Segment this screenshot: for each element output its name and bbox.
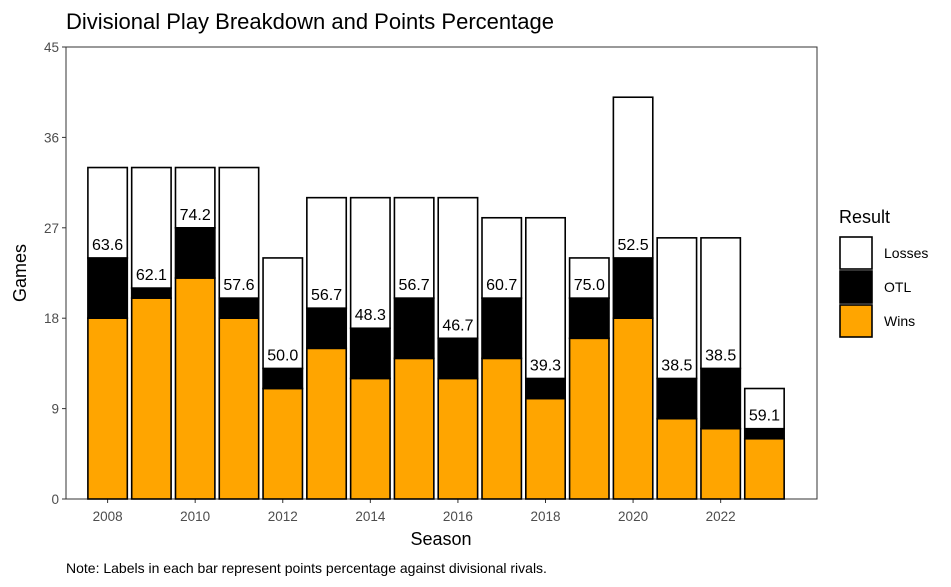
- points-pct-label-2011: 57.6: [223, 277, 254, 294]
- x-tick-label: 2014: [355, 509, 386, 524]
- points-pct-label-2023: 59.1: [749, 408, 780, 425]
- bar-wins-2010: [174, 277, 216, 500]
- bar-otl-2013: [306, 307, 348, 350]
- points-pct-label-2009: 62.1: [136, 267, 167, 284]
- chart-caption: Note: Labels in each bar represent point…: [66, 560, 547, 576]
- bar-losses-2014: [349, 196, 391, 330]
- bar-otl-2016: [437, 337, 479, 380]
- bar-losses-2015: [393, 196, 435, 299]
- bar-wins-2018: [524, 397, 567, 500]
- bar-wins-2015: [393, 357, 435, 500]
- bar-wins-2021: [656, 417, 698, 500]
- y-tick-label: 18: [44, 311, 59, 326]
- bar-losses-2019: [568, 257, 610, 299]
- points-pct-label-2017: 60.7: [486, 277, 517, 294]
- bar-otl-2018: [524, 377, 567, 400]
- bar-losses-2016: [437, 196, 479, 340]
- x-tick-label: 2022: [706, 509, 736, 524]
- y-tick-label: 27: [44, 221, 59, 236]
- bar-losses-2018: [524, 216, 567, 380]
- points-pct-label-2015: 56.7: [399, 277, 430, 294]
- bar-wins-2017: [481, 357, 523, 500]
- points-pct-label-2020: 52.5: [618, 237, 649, 254]
- bar-otl-2015: [393, 297, 435, 360]
- bar-otl-2023: [743, 427, 785, 440]
- bar-losses-2011: [218, 166, 260, 299]
- bar-otl-2012: [262, 367, 304, 390]
- bar-labels: 63.6 62.1 74.2 57.6 50.0 56.7 48.3 56.7 46.7 60.7…: [92, 207, 780, 425]
- bar-losses-2008: [87, 166, 129, 259]
- legend-key-otl: [839, 270, 873, 304]
- y-axis: 0 9 18 27 36 45: [44, 40, 66, 507]
- bar-otl-2020: [612, 257, 654, 319]
- legend-label-losses: Losses: [884, 245, 928, 261]
- bar-losses-2021: [656, 237, 698, 380]
- points-pct-label-2019: 75.0: [574, 277, 605, 294]
- bar-losses-2009: [130, 166, 172, 289]
- legend-label-otl: OTL: [884, 279, 911, 295]
- bar-wins-2023: [743, 437, 785, 500]
- x-tick-label: 2020: [618, 509, 648, 524]
- y-tick-label: 0: [51, 492, 59, 507]
- bar-losses-2012: [262, 257, 304, 370]
- legend-key-wins: [839, 304, 873, 338]
- bar-otl-2017: [481, 297, 523, 360]
- bar-wins-2013: [306, 347, 348, 500]
- bar-wins-2011: [218, 317, 260, 500]
- bars: [87, 96, 785, 500]
- x-tick-label: 2016: [443, 509, 473, 524]
- bar-wins-2014: [349, 377, 391, 500]
- y-tick-label: 36: [44, 130, 59, 145]
- legend: Result Losses OTL Wins: [839, 207, 928, 338]
- bar-losses-2022: [700, 237, 742, 370]
- points-pct-label-2022: 38.5: [705, 347, 736, 364]
- bar-wins-2008: [87, 317, 129, 500]
- bar-otl-2021: [656, 377, 698, 420]
- x-tick-label: 2012: [268, 509, 298, 524]
- bar-otl-2014: [349, 327, 391, 380]
- legend-key-losses: [839, 236, 873, 270]
- bar-losses-2013: [306, 196, 348, 309]
- points-pct-label-2016: 46.7: [442, 317, 473, 334]
- bar-otl-2010: [174, 227, 216, 279]
- y-axis-title: Games: [10, 244, 30, 302]
- bar-wins-2012: [262, 387, 304, 500]
- bar-otl-2009: [130, 287, 172, 299]
- x-axis-title: Season: [410, 529, 471, 549]
- bar-otl-2019: [568, 297, 610, 340]
- points-pct-label-2012: 50.0: [267, 347, 298, 364]
- points-pct-label-2018: 39.3: [530, 357, 561, 374]
- bar-otl-2011: [218, 297, 260, 320]
- bar-losses-2023: [743, 387, 785, 430]
- x-tick-label: 2008: [93, 509, 123, 524]
- points-pct-label-2013: 56.7: [311, 287, 342, 304]
- bar-losses-2017: [481, 216, 523, 299]
- bar-wins-2019: [568, 337, 610, 500]
- points-pct-label-2008: 63.6: [92, 237, 123, 254]
- bar-otl-2008: [87, 257, 129, 319]
- bar-losses-2020: [612, 96, 654, 259]
- legend-label-wins: Wins: [884, 313, 915, 329]
- bar-wins-2022: [700, 427, 742, 500]
- points-pct-label-2014: 48.3: [355, 307, 386, 324]
- bar-wins-2009: [130, 297, 172, 500]
- y-tick-label: 45: [44, 40, 59, 55]
- legend-title: Result: [839, 207, 890, 227]
- chart-title: Divisional Play Breakdown and Points Per…: [66, 9, 554, 34]
- bar-wins-2016: [437, 377, 479, 500]
- points-pct-label-2010: 74.2: [180, 207, 211, 224]
- x-axis: 2008 2010 2012 2014 2016 2018 2020 2022: [93, 499, 736, 524]
- bar-wins-2020: [612, 317, 654, 500]
- y-tick-label: 9: [51, 402, 59, 417]
- bar-otl-2022: [700, 367, 742, 430]
- x-tick-label: 2018: [530, 509, 560, 524]
- x-tick-label: 2010: [180, 509, 210, 524]
- points-pct-label-2021: 38.5: [661, 357, 692, 374]
- bar-losses-2010: [174, 166, 216, 229]
